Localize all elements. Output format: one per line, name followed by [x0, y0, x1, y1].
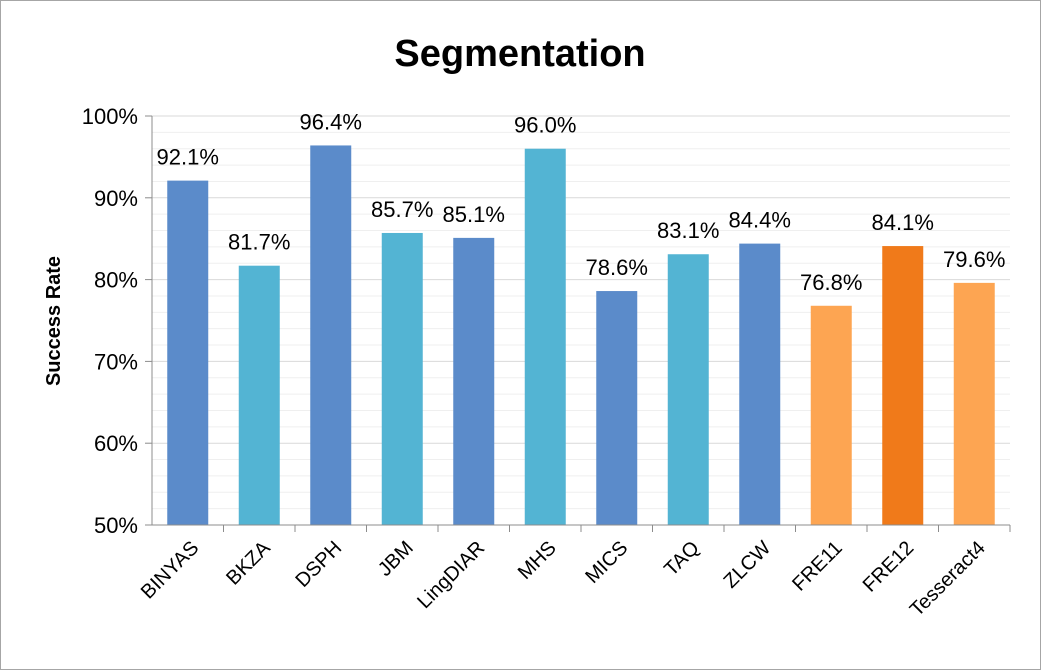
data-label: 85.1% [443, 202, 505, 227]
x-tick-label: MHS [514, 537, 561, 584]
chart-title: Segmentation [394, 33, 645, 75]
data-label: 84.4% [729, 208, 791, 233]
x-tick-label: FRE11 [788, 537, 847, 596]
bar-zlcw [739, 243, 781, 525]
data-label: 76.8% [800, 270, 862, 295]
x-tick-label: BKZA [222, 537, 275, 590]
bar-jbm [381, 232, 423, 525]
y-tick-label: 100% [82, 104, 138, 129]
x-tick-label: ZLCW [720, 537, 776, 593]
y-tick-label: 80% [94, 268, 138, 293]
y-axis-label: Success Rate [43, 256, 65, 386]
bar-taq [667, 254, 709, 525]
bar-lingdiar [453, 237, 495, 525]
axes [145, 115, 1011, 532]
bar-fre11 [810, 305, 852, 525]
x-tick-label: Tesseract4 [906, 537, 990, 621]
x-tick-label: TAQ [660, 537, 704, 581]
y-tick-label: 50% [94, 513, 138, 538]
bar-dsph [310, 145, 352, 525]
data-label: 96.4% [300, 109, 362, 134]
x-tick-label: MICS [581, 537, 632, 588]
x-tick-label: JBM [374, 537, 418, 581]
x-tick-label: LingDIAR [413, 537, 489, 613]
x-tick-label: FRE12 [859, 537, 919, 597]
bar-bkza [238, 265, 280, 525]
y-tick-label: 90% [94, 186, 138, 211]
bar-fre12 [882, 246, 924, 525]
x-tick-label: DSPH [291, 537, 346, 592]
data-label: 84.1% [872, 210, 934, 235]
bar-mics [596, 291, 638, 525]
y-tick-label: 60% [94, 431, 138, 456]
bars [167, 145, 995, 525]
data-label: 81.7% [228, 230, 290, 255]
data-label: 79.6% [943, 247, 1005, 272]
data-label: 96.0% [514, 113, 576, 138]
data-label: 85.7% [371, 197, 433, 222]
gridlines [152, 115, 1010, 510]
y-tick-label: 70% [94, 349, 138, 374]
data-label: 92.1% [157, 145, 219, 170]
data-label: 78.6% [586, 255, 648, 280]
data-label: 83.1% [657, 218, 719, 243]
x-tick-label: BINYAS [137, 537, 203, 603]
bar-mhs [524, 148, 566, 525]
bar-binyas [167, 180, 209, 525]
bar-tesseract4 [953, 282, 995, 525]
